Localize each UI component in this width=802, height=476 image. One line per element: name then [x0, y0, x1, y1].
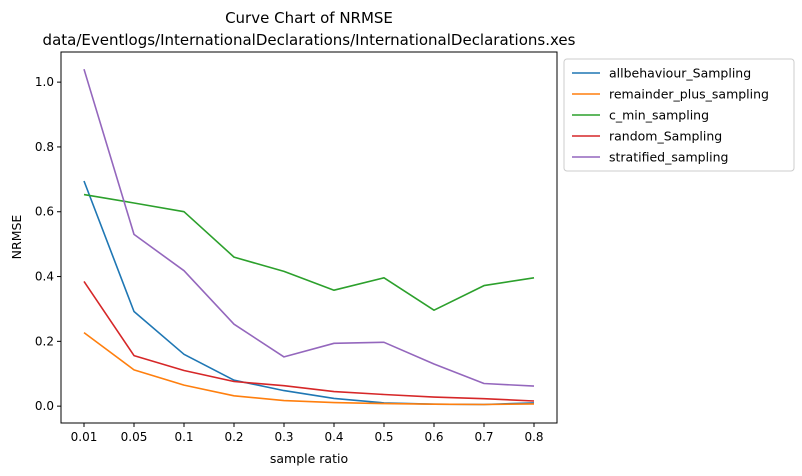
y-tick-label: 1.0: [35, 75, 54, 89]
series-line-remainder-plus-sampling: [83, 331, 535, 406]
y-tick-label: 0.2: [35, 334, 54, 348]
y-tick-label: 0.6: [35, 205, 54, 219]
x-tick-label: 0.1: [174, 430, 193, 444]
x-axis-ticks: 0.01 0.05 0.1 0.2 0.3 0.4 0.5 0.6 0.7 0.8: [71, 423, 544, 444]
series-line-random-sampling: [83, 280, 535, 402]
legend-label: stratified_sampling: [609, 150, 728, 165]
legend-label: random_Sampling: [609, 129, 722, 144]
legend-label: c_min_sampling: [609, 108, 709, 123]
series-line-c-min-sampling: [83, 193, 535, 312]
x-tick-label: 0.05: [121, 430, 148, 444]
y-tick-label: 0.0: [35, 399, 54, 413]
legend-box: [563, 58, 795, 172]
x-tick-label: 0.2: [224, 430, 243, 444]
x-axis-label: sample ratio: [270, 451, 348, 466]
x-tick-label: 0.6: [424, 430, 443, 444]
series-line-allbehaviour-sampling: [83, 180, 535, 406]
x-tick-label: 0.8: [524, 430, 543, 444]
legend-label: remainder_plus_sampling: [609, 87, 769, 102]
chart-title: Curve Chart of NRMSE: [225, 9, 393, 27]
legend-label: allbehaviour_Sampling: [609, 66, 751, 81]
legend: allbehaviour_Sampling remainder_plus_samp…: [563, 58, 795, 172]
x-tick-label: 0.7: [474, 430, 493, 444]
chart-subtitle: data/Eventlogs/InternationalDeclarations…: [43, 31, 576, 49]
y-axis-label: NRMSE: [9, 215, 24, 260]
y-tick-label: 0.4: [35, 270, 54, 284]
x-tick-label: 0.5: [374, 430, 393, 444]
x-tick-label: 0.01: [71, 430, 98, 444]
series-lines: [83, 68, 535, 406]
x-tick-label: 0.3: [274, 430, 293, 444]
series-line-stratified-sampling: [83, 68, 535, 387]
plot-area-frame: [60, 51, 558, 424]
x-tick-label: 0.4: [324, 430, 343, 444]
y-axis-ticks: 0.0 0.2 0.4 0.6 0.8 1.0: [35, 75, 61, 413]
y-tick-label: 0.8: [35, 140, 54, 154]
